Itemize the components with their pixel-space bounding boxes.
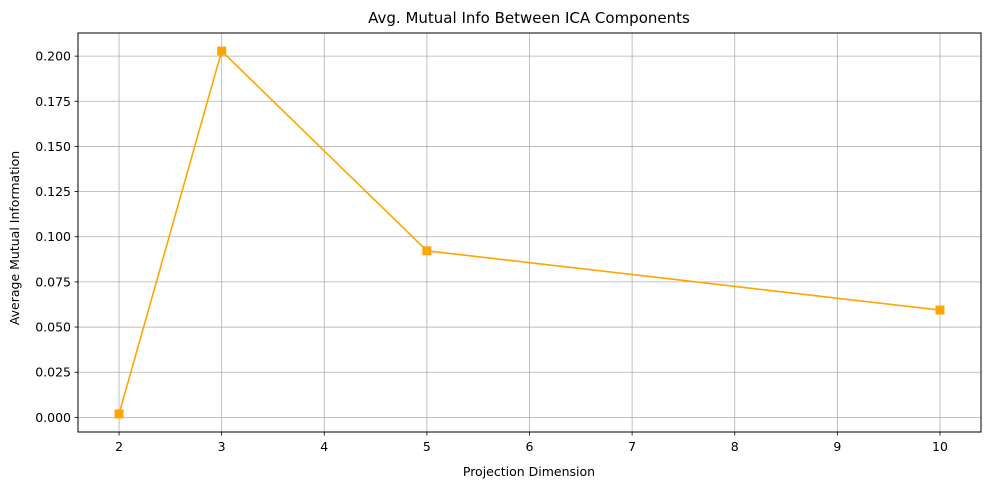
y-tick-label: 0.100 (35, 229, 71, 244)
plot-frame (77, 32, 982, 433)
chart-title: Avg. Mutual Info Between ICA Components (368, 9, 690, 27)
y-tick-label: 0.150 (35, 139, 71, 154)
ticks: 2 3 4 5 6 7 8 9 10 0.000 0.025 0.050 0.075 0.100 0.125… (35, 49, 948, 454)
x-tick-label: 6 (526, 439, 534, 454)
y-tick-label: 0.125 (35, 184, 71, 199)
x-tick-label: 5 (423, 439, 431, 454)
y-tick-label: 0.175 (35, 94, 71, 109)
series-line (118, 50, 941, 415)
x-tick-label: 3 (218, 439, 226, 454)
y-tick-label: 0.025 (35, 365, 71, 380)
x-tick-label: 2 (115, 439, 123, 454)
x-axis-label: Projection Dimension (463, 464, 595, 479)
x-tick-label: 8 (731, 439, 739, 454)
x-tick-label: 9 (833, 439, 841, 454)
y-tick-label: 0.000 (35, 410, 71, 425)
data-point-marker (935, 305, 945, 315)
x-tick-label: 10 (932, 439, 948, 454)
y-tick-label: 0.200 (35, 49, 71, 64)
series (114, 46, 945, 419)
y-tick-label: 0.050 (35, 320, 71, 335)
x-tick-label: 7 (628, 439, 636, 454)
x-tick-label: 4 (320, 439, 328, 454)
data-point-marker (422, 246, 432, 256)
y-axis-label: Average Mutual Information (7, 151, 22, 325)
data-point-marker (217, 46, 227, 56)
data-point-marker (114, 409, 124, 419)
grid (78, 33, 981, 432)
y-tick-label: 0.075 (35, 274, 71, 289)
